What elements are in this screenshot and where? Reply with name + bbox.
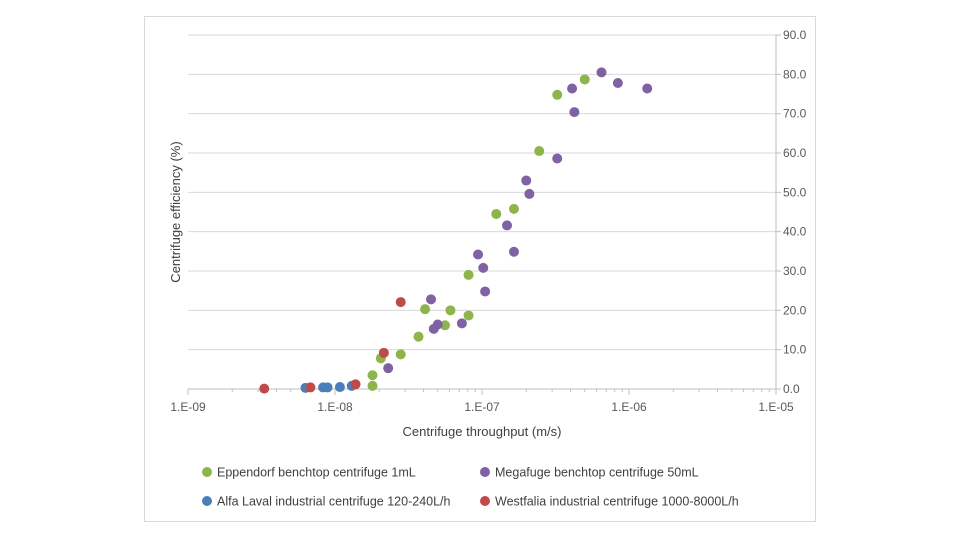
- y-tick-label: 90.0: [783, 28, 807, 42]
- legend-label: Alfa Laval industrial centrifuge 120-240…: [217, 495, 451, 509]
- data-point: [463, 310, 474, 321]
- data-point: [426, 294, 437, 305]
- legend-label: Megafuge benchtop centrifuge 50mL: [495, 466, 699, 480]
- y-tick-label: 50.0: [783, 185, 807, 199]
- y-tick-label: 40.0: [783, 225, 807, 239]
- x-tick-label: 1.E-08: [317, 400, 353, 414]
- y-tick-label: 70.0: [783, 107, 807, 121]
- data-point: [395, 297, 406, 308]
- data-point: [524, 188, 535, 199]
- data-point: [334, 382, 345, 393]
- data-point: [350, 379, 361, 390]
- data-point: [521, 175, 532, 186]
- data-point: [508, 246, 519, 257]
- legend-label: Westfalia industrial centrifuge 1000-800…: [495, 495, 739, 509]
- legend-label: Eppendorf benchtop centrifuge 1mL: [217, 466, 416, 480]
- y-tick-label: 30.0: [783, 264, 807, 278]
- data-point: [395, 349, 406, 360]
- data-point: [552, 89, 563, 100]
- data-point: [508, 203, 519, 214]
- data-point: [612, 77, 623, 88]
- x-tick-label: 1.E-06: [611, 400, 647, 414]
- data-point: [534, 146, 545, 157]
- data-point: [383, 363, 394, 374]
- data-point: [322, 382, 333, 393]
- data-point: [567, 83, 578, 94]
- legend-marker: [480, 496, 490, 506]
- y-tick-label: 20.0: [783, 303, 807, 317]
- data-point: [305, 382, 316, 393]
- data-points: [259, 67, 653, 394]
- data-point: [478, 262, 489, 273]
- y-tick-label: 0.0: [783, 382, 800, 396]
- data-point: [456, 318, 467, 329]
- legend-marker: [480, 467, 490, 477]
- x-tick-label: 1.E-05: [758, 400, 794, 414]
- data-point: [367, 370, 378, 381]
- legend: Eppendorf benchtop centrifuge 1mL Megafug…: [202, 466, 739, 509]
- data-point: [579, 74, 590, 85]
- y-tick-label: 60.0: [783, 146, 807, 160]
- gridlines: [188, 34, 776, 351]
- data-point: [473, 249, 484, 260]
- axes: [187, 34, 781, 395]
- data-point: [439, 320, 450, 331]
- data-point: [432, 319, 443, 330]
- data-point: [420, 304, 431, 315]
- data-point: [569, 107, 580, 118]
- data-point: [413, 331, 424, 342]
- data-point: [480, 286, 491, 297]
- y-tick-labels: 0.0 10.0 20.0 30.0 40.0 50.0 60.0 70.0 80.0 90.0: [783, 28, 807, 396]
- x-tick-labels: 1.E-09 1.E-08 1.E-07 1.E-06 1.E-05: [170, 400, 794, 414]
- data-point: [378, 347, 389, 358]
- data-point: [259, 383, 270, 394]
- x-tick-label: 1.E-07: [464, 400, 500, 414]
- data-point: [445, 305, 456, 316]
- data-point: [502, 220, 513, 231]
- data-point: [367, 380, 378, 391]
- chart-container: 1.E-09 1.E-08 1.E-07 1.E-06 1.E-05 0.0 10.0 20…: [144, 16, 816, 522]
- legend-marker: [202, 496, 212, 506]
- data-point: [491, 208, 502, 219]
- data-point: [642, 83, 653, 94]
- y-axis-title: Centrifuge efficiency (%): [168, 141, 183, 282]
- data-point: [596, 67, 607, 78]
- legend-marker: [202, 467, 212, 477]
- data-point: [552, 153, 563, 164]
- x-tick-label: 1.E-09: [170, 400, 206, 414]
- y-tick-label: 80.0: [783, 67, 807, 81]
- scatter-chart: 1.E-09 1.E-08 1.E-07 1.E-06 1.E-05 0.0 10.0 20…: [168, 28, 807, 509]
- y-tick-label: 10.0: [783, 343, 807, 357]
- data-point: [463, 269, 474, 280]
- x-axis-title: Centrifuge throughput (m/s): [403, 424, 562, 439]
